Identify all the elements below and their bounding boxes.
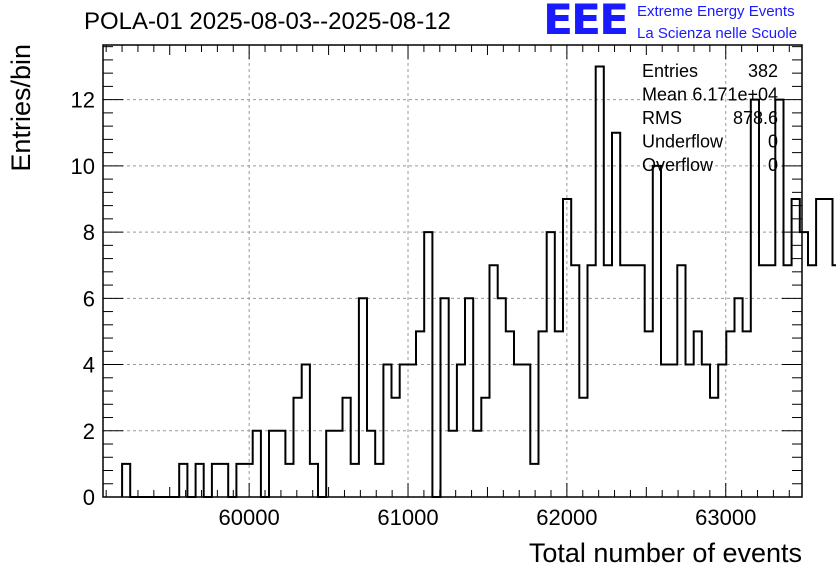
stats-value: 878.6 [733,108,778,128]
x-tick-label: 61000 [377,505,438,530]
chart-title: POLA-01 2025-08-03--2025-08-12 [84,8,451,35]
stats-label: RMS [642,108,682,128]
y-axis-label: Entries/bin [6,44,36,172]
y-tick-label: 0 [83,485,95,510]
x-axis-label: Total number of events [529,538,802,568]
axis-ticks [103,45,802,498]
grid-lines [103,45,802,497]
stats-value: 0 [768,132,778,152]
stats-label: Mean [642,85,687,105]
x-tick-label: 60000 [219,505,280,530]
logo-caption-line1: Extreme Energy Events [637,3,795,20]
stats-label: Overflow [642,155,714,175]
plot-frame [102,44,803,498]
y-tick-label: 2 [83,419,95,444]
stats-value: 382 [748,61,778,81]
y-tick-label: 4 [83,353,95,378]
stats-value: 6.171e+04 [692,85,778,105]
stats-label: Underflow [642,132,724,152]
stats-box: Entries 382 Mean 6.171e+04 RMS 878.6 Underflow… [642,61,778,175]
tick-labels: 60000 61000 62000 63000 0 2 4 6 8 10 12 [71,88,757,530]
stats-value: 0 [768,155,778,175]
y-tick-label: 10 [71,154,95,179]
y-tick-label: 6 [83,286,95,311]
eee-logo: EEE [543,0,629,45]
histogram-step-line [121,65,836,498]
x-tick-label: 63000 [695,505,756,530]
logo-caption-line2: La Scienza nelle Scuole [637,25,798,42]
y-tick-label: 12 [71,88,95,113]
y-tick-label: 8 [83,220,95,245]
stats-label: Entries [642,61,698,81]
x-tick-label: 62000 [536,505,597,530]
